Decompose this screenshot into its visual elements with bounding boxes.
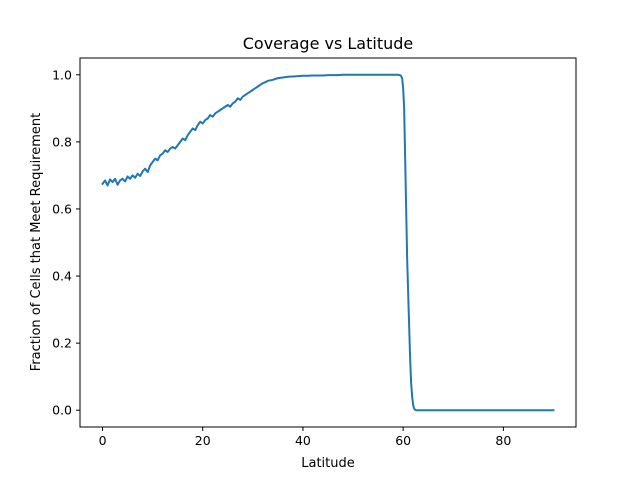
plot-area bbox=[79, 57, 577, 428]
axes-frame bbox=[79, 57, 577, 428]
y-axis-label: Fraction of Cells that Meet Requirement bbox=[29, 113, 44, 371]
y-axis-ticks: 0.0 0.2 0.4 0.6 0.8 1.0 bbox=[52, 67, 80, 418]
y-tick-label: 0.0 bbox=[52, 403, 72, 418]
x-axis-ticks: 0 20 40 60 80 bbox=[99, 427, 511, 448]
y-tick-label: 0.8 bbox=[52, 134, 72, 149]
x-tick-label: 80 bbox=[495, 433, 511, 448]
x-tick-label: 0 bbox=[99, 433, 107, 448]
y-tick-label: 0.6 bbox=[52, 201, 72, 216]
x-axis-label: Latitude bbox=[301, 456, 355, 471]
y-tick-label: 1.0 bbox=[52, 67, 72, 82]
x-tick-label: 40 bbox=[295, 433, 311, 448]
x-tick-label: 20 bbox=[195, 433, 211, 448]
y-tick-label: 0.2 bbox=[52, 336, 72, 351]
x-tick-label: 60 bbox=[395, 433, 411, 448]
y-tick-label: 0.4 bbox=[52, 269, 72, 284]
chart-title: Coverage vs Latitude bbox=[243, 34, 413, 53]
series-line-0 bbox=[101, 73, 555, 412]
